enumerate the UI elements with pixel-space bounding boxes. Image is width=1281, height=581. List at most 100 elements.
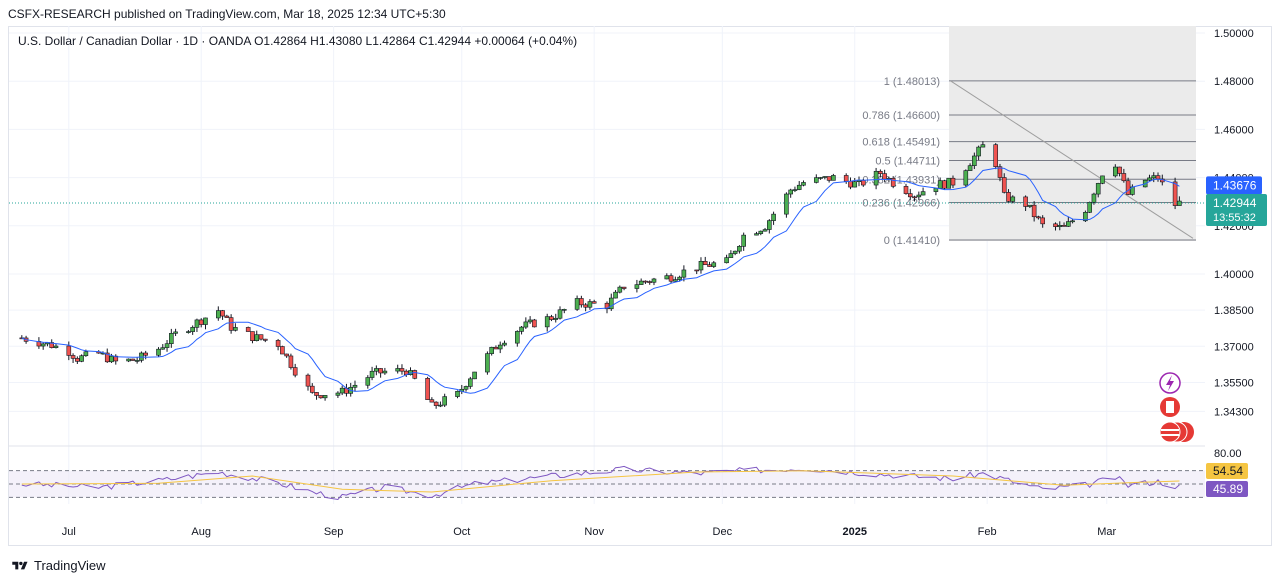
- high-value: H1.43080: [310, 34, 363, 48]
- candle-up: [553, 317, 559, 320]
- candle-down: [993, 144, 999, 168]
- candle-down: [412, 370, 418, 379]
- candle-up: [463, 386, 469, 390]
- candle-down: [314, 392, 319, 396]
- candle-down: [245, 327, 251, 332]
- candle-up: [681, 269, 687, 278]
- y-tick-label: 1.35500: [1214, 377, 1254, 389]
- candle-up: [1100, 175, 1105, 184]
- candle-down: [1036, 216, 1041, 219]
- candle-down: [912, 196, 917, 199]
- x-tick-label: Nov: [584, 526, 604, 538]
- candle-up: [472, 371, 477, 380]
- low-value: L1.42864: [365, 34, 416, 48]
- candle-down: [882, 173, 887, 180]
- candle-up: [771, 213, 776, 221]
- y-tick-label: 1.40000: [1214, 269, 1254, 281]
- candle-up: [1095, 183, 1101, 195]
- candle-up: [1091, 193, 1097, 203]
- candle-up: [544, 316, 550, 328]
- candle-up: [382, 370, 388, 374]
- candle-up: [634, 284, 640, 289]
- moving-average-line: [21, 167, 1180, 394]
- candle-down: [1040, 217, 1045, 225]
- candle-down: [1001, 177, 1007, 193]
- x-tick-label: Dec: [713, 526, 733, 538]
- y-tick-label: 1.38500: [1214, 305, 1254, 317]
- candle-up: [203, 317, 208, 325]
- tradingview-brand[interactable]: TradingView: [10, 558, 106, 573]
- candle-up: [796, 184, 802, 190]
- candle-up: [972, 155, 977, 166]
- candle-up: [741, 234, 746, 247]
- y-tick-label: 1.50000: [1214, 28, 1254, 40]
- candle-up: [677, 276, 682, 280]
- candle-down: [903, 186, 909, 194]
- open-value: O1.42864: [254, 34, 307, 48]
- candle-up: [933, 188, 939, 192]
- candle-down: [848, 180, 853, 188]
- candle-down: [532, 319, 537, 328]
- candle-up: [335, 392, 341, 396]
- candle-up: [937, 180, 943, 189]
- candle-down: [198, 319, 204, 325]
- candle-down: [275, 340, 281, 347]
- candle-up: [527, 319, 533, 323]
- x-tick-label: 2025: [843, 526, 867, 538]
- candle-down: [425, 378, 430, 400]
- candle-down: [1023, 196, 1028, 207]
- x-tick-label: Jul: [62, 526, 76, 538]
- candle-up: [173, 331, 178, 334]
- candle-up: [1010, 196, 1016, 202]
- fib-label: 0.382 (1.43931): [862, 174, 940, 186]
- candle-up: [767, 220, 772, 230]
- candle-down: [70, 355, 76, 359]
- candle-down: [309, 385, 315, 393]
- candle-up: [519, 326, 524, 332]
- y-tick-label: 1.34300: [1214, 406, 1254, 418]
- candle-down: [1121, 173, 1127, 182]
- candle-down: [258, 334, 264, 340]
- candle-down: [549, 316, 554, 320]
- candle-up: [485, 353, 490, 373]
- candle-up: [873, 170, 879, 186]
- candle-up: [728, 253, 734, 258]
- x-tick-label: Oct: [453, 526, 470, 538]
- candle-down: [950, 177, 956, 186]
- rsi-badge: [1206, 481, 1248, 497]
- candle-up: [53, 345, 59, 348]
- grid-lines: [9, 26, 1205, 504]
- candle-down: [579, 298, 584, 306]
- candle-up: [1147, 177, 1152, 181]
- candle-up: [792, 189, 798, 191]
- candle-down: [707, 264, 712, 267]
- candle-up: [523, 321, 529, 328]
- candle-up: [83, 351, 89, 357]
- candle-up: [946, 177, 952, 189]
- candle-up: [638, 280, 644, 285]
- candle-down: [1006, 192, 1011, 202]
- candle-down: [890, 178, 896, 187]
- trendline: [950, 80, 1194, 239]
- candle-up: [1057, 225, 1063, 227]
- candles: [19, 141, 1182, 409]
- candle-down: [75, 358, 80, 362]
- candle-up: [664, 275, 670, 280]
- symbol-legend[interactable]: U.S. Dollar / Canadian Dollar · 1D · OAN…: [18, 34, 577, 48]
- candle-up: [497, 344, 503, 350]
- us-flag-icon[interactable]: [1159, 421, 1181, 443]
- candle-up: [980, 144, 986, 148]
- candle-up: [339, 387, 345, 394]
- rsi-value: 45.89: [1213, 482, 1243, 496]
- chart-frame: [8, 26, 1272, 546]
- candle-up: [920, 191, 926, 196]
- candle-down: [66, 345, 72, 356]
- candle-down: [1125, 180, 1131, 195]
- candle-down: [1172, 181, 1178, 206]
- us-flag-stripes-2: [1161, 434, 1179, 436]
- us-flag-stripes: [1161, 429, 1179, 431]
- candle-up: [651, 278, 657, 283]
- candle-up: [190, 327, 195, 332]
- candle-down: [49, 342, 55, 348]
